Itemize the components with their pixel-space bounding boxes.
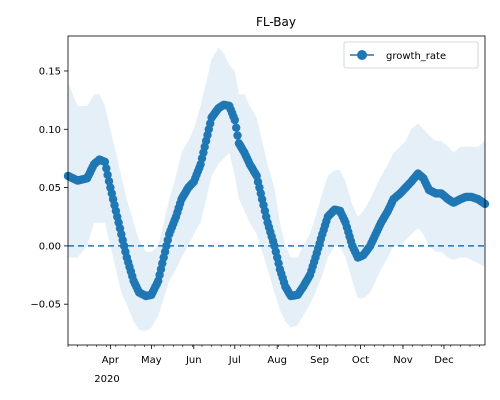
- axes: [67, 35, 486, 346]
- growth-rate-point: [233, 131, 242, 140]
- x-tick-label: Aug: [267, 355, 287, 366]
- growth-rate-point: [104, 177, 114, 186]
- y-axis: −0.05 0.00 0.05 0.10 0.15: [30, 66, 68, 311]
- growth-rate-point: [230, 115, 239, 125]
- confidence-band-layer: [68, 47, 485, 331]
- x-tick-label: May: [141, 355, 162, 366]
- y-tick-label: 0.10: [39, 125, 61, 136]
- series-points-layer: [63, 100, 490, 301]
- legend-label: growth_rate: [386, 51, 446, 62]
- y-tick-label: 0.05: [39, 183, 61, 194]
- x-axis: Apr May Jun Jul Aug Sep Oct Nov Dec: [67, 345, 480, 366]
- growth-rate-point: [100, 157, 110, 167]
- y-tick-label: −0.05: [30, 300, 61, 311]
- x-tick-label: Jun: [185, 355, 202, 366]
- x-tick-label: Oct: [352, 355, 369, 366]
- confidence-band: [68, 47, 485, 331]
- legend-marker-icon: [357, 50, 367, 60]
- plot-frame: [67, 35, 486, 346]
- growth-rate-point: [102, 164, 111, 173]
- x-tick-label: Jul: [228, 355, 241, 366]
- legend-box: [343, 41, 479, 69]
- y-tick-label: 0.00: [39, 241, 61, 252]
- growth-rate-point: [232, 123, 241, 132]
- x-tick-label: Dec: [434, 355, 453, 366]
- x-tick-label: Sep: [310, 355, 329, 366]
- legend: growth_rate: [343, 41, 479, 69]
- x-tick-label: Nov: [393, 355, 413, 366]
- chart-title: FL-Bay: [256, 15, 296, 29]
- x-tick-label: Apr: [102, 355, 120, 366]
- y-tick-label: 0.15: [39, 66, 61, 77]
- x-year-label: 2020: [94, 374, 119, 385]
- growth-rate-point: [103, 170, 112, 179]
